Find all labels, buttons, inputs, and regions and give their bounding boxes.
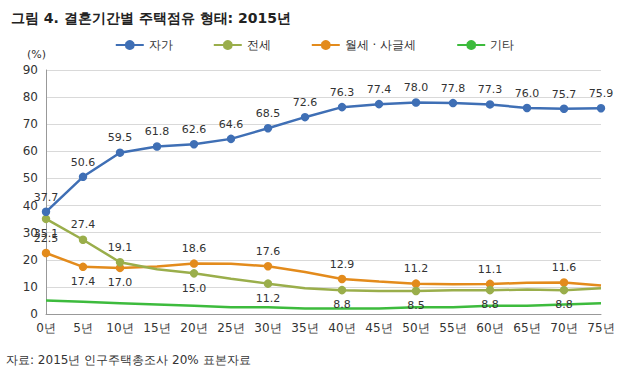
svg-text:0년: 0년: [36, 321, 56, 335]
svg-text:60년: 60년: [476, 321, 503, 335]
svg-text:70년: 70년: [550, 321, 577, 335]
svg-text:17.4: 17.4: [71, 275, 96, 288]
svg-text:77.8: 77.8: [441, 82, 466, 95]
svg-text:자료: 2015년 인구주택총조사 20% 표본자료: 자료: 2015년 인구주택총조사 20% 표본자료: [6, 353, 251, 367]
svg-text:11.2: 11.2: [404, 262, 429, 275]
svg-text:40: 40: [22, 198, 38, 213]
svg-text:월세 · 사글세: 월세 · 사글세: [345, 38, 416, 52]
svg-text:45년: 45년: [365, 321, 392, 335]
svg-text:50: 50: [23, 171, 38, 185]
svg-text:11.2: 11.2: [256, 292, 281, 305]
svg-text:5년: 5년: [73, 321, 93, 335]
svg-text:75년: 75년: [587, 321, 614, 335]
svg-text:15년: 15년: [143, 321, 170, 335]
svg-text:75.9: 75.9: [589, 87, 614, 100]
svg-text:(%): (%): [27, 48, 46, 61]
svg-text:27.4: 27.4: [71, 218, 96, 231]
svg-text:35년: 35년: [291, 321, 318, 335]
svg-text:59.5: 59.5: [108, 131, 133, 144]
svg-text:20년: 20년: [180, 321, 207, 335]
svg-text:그림 4. 결혼기간별 주택점유 형태: 2015년: 그림 4. 결혼기간별 주택점유 형태: 2015년: [11, 10, 291, 26]
svg-text:전세: 전세: [247, 38, 271, 52]
svg-text:37.7: 37.7: [34, 191, 59, 204]
svg-text:30년: 30년: [254, 321, 281, 335]
svg-text:68.5: 68.5: [256, 107, 281, 120]
svg-text:76.0: 76.0: [515, 87, 540, 100]
svg-text:77.4: 77.4: [367, 83, 392, 96]
svg-text:18.6: 18.6: [182, 242, 207, 255]
svg-text:30: 30: [22, 225, 38, 240]
svg-text:11.6: 11.6: [552, 261, 577, 274]
svg-text:10년: 10년: [106, 321, 133, 335]
svg-text:기타: 기타: [490, 38, 514, 52]
svg-text:자가: 자가: [149, 38, 173, 52]
svg-text:19.1: 19.1: [108, 241, 133, 254]
svg-text:80: 80: [23, 90, 38, 104]
svg-text:11.1: 11.1: [478, 263, 503, 276]
svg-text:65년: 65년: [513, 321, 540, 335]
svg-text:17.6: 17.6: [256, 245, 281, 258]
svg-text:20: 20: [23, 253, 38, 267]
svg-text:40년: 40년: [328, 321, 355, 335]
svg-text:8.8: 8.8: [555, 298, 573, 311]
svg-text:62.6: 62.6: [182, 123, 207, 136]
svg-text:50년: 50년: [402, 321, 429, 335]
svg-text:10: 10: [23, 280, 38, 294]
svg-text:61.8: 61.8: [145, 125, 170, 138]
svg-text:55년: 55년: [439, 321, 466, 335]
svg-text:15.0: 15.0: [182, 282, 207, 295]
svg-text:60: 60: [23, 144, 38, 158]
svg-text:17.0: 17.0: [108, 276, 133, 289]
svg-text:25년: 25년: [217, 321, 244, 335]
svg-text:50.6: 50.6: [71, 156, 96, 169]
svg-text:78.0: 78.0: [404, 81, 429, 94]
svg-text:90: 90: [23, 63, 38, 77]
svg-text:77.3: 77.3: [478, 83, 503, 96]
svg-text:64.6: 64.6: [219, 118, 244, 131]
svg-text:12.9: 12.9: [330, 258, 355, 271]
svg-text:70: 70: [23, 117, 38, 131]
svg-text:76.3: 76.3: [330, 86, 355, 99]
svg-text:8.8: 8.8: [481, 298, 499, 311]
svg-text:72.6: 72.6: [293, 96, 318, 109]
svg-text:35.1: 35.1: [34, 227, 59, 240]
svg-text:8.8: 8.8: [333, 298, 351, 311]
svg-text:0: 0: [30, 307, 38, 321]
svg-text:8.5: 8.5: [407, 299, 425, 312]
svg-text:75.7: 75.7: [552, 88, 577, 101]
